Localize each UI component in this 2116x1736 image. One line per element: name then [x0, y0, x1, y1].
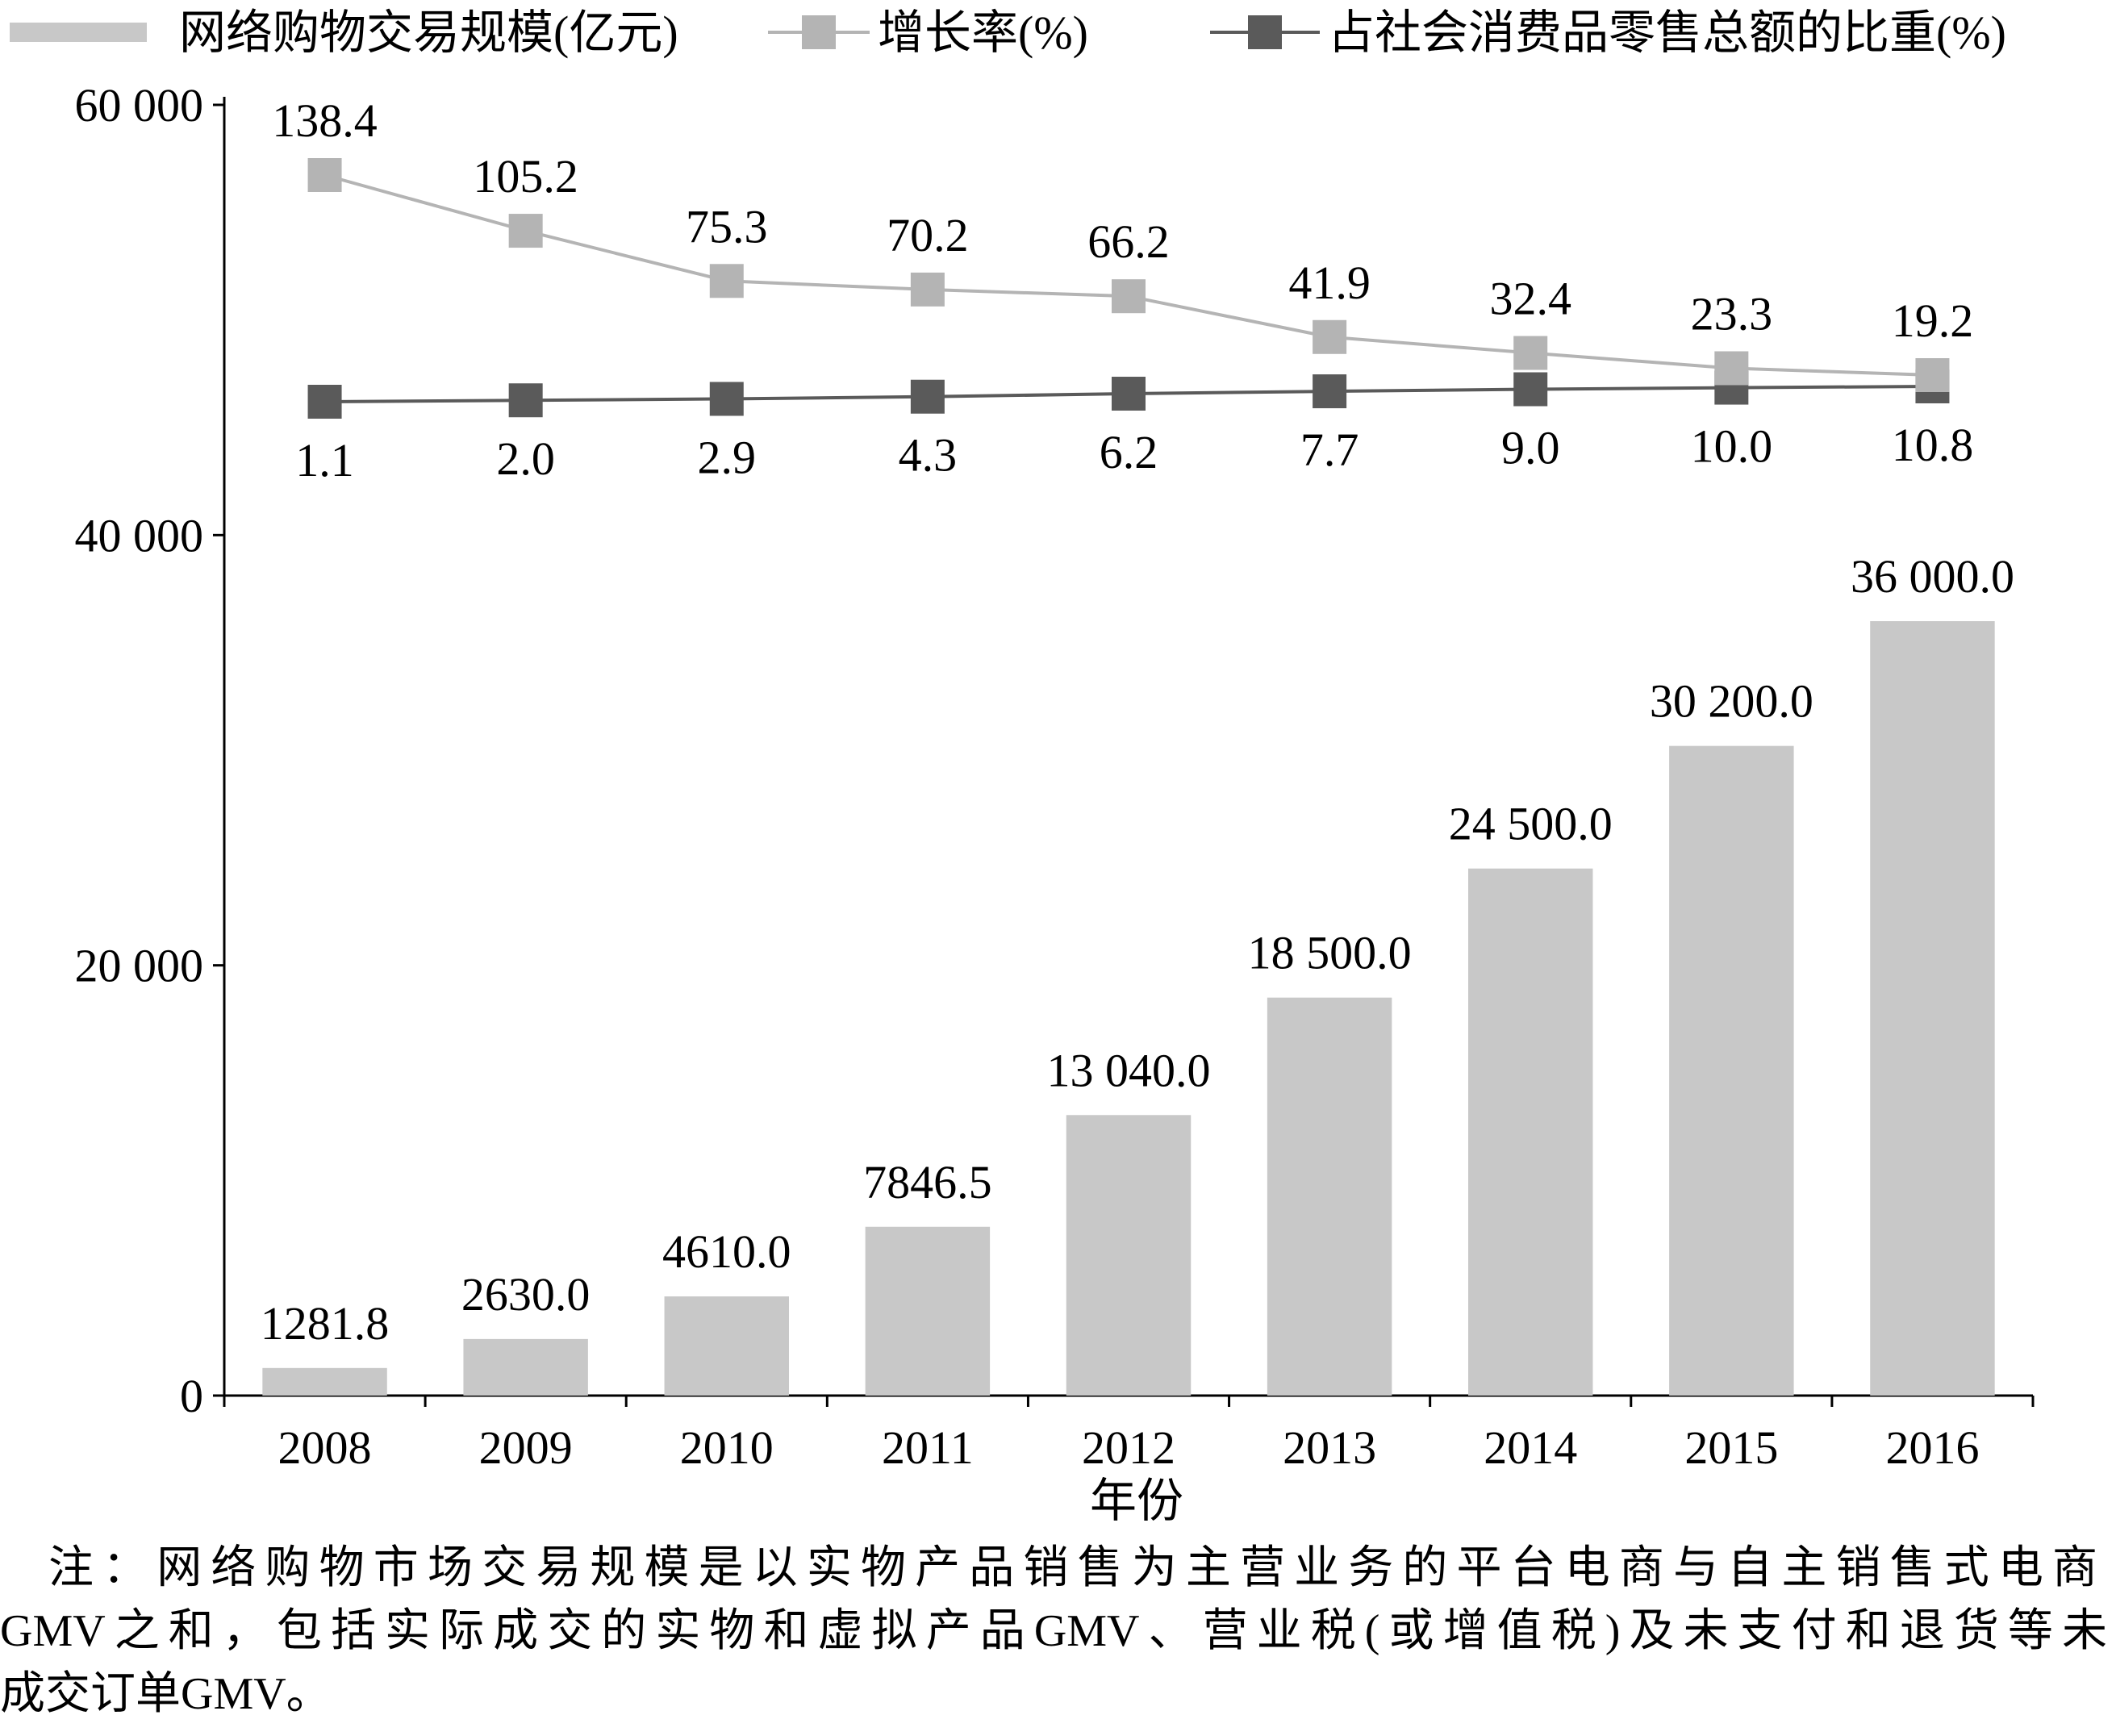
growth-value-label: 75.3: [686, 200, 768, 252]
x-tick-label: 2016: [1885, 1421, 1979, 1474]
x-tick-label: 2011: [882, 1421, 974, 1474]
share-value-label: 4.3: [899, 429, 958, 482]
bar-series: [262, 621, 1995, 1396]
y-tick-label: 40 000: [75, 509, 204, 561]
legend-share-marker: [1248, 15, 1282, 49]
share-value-label: 10.8: [1892, 419, 1974, 471]
share-value-label: 7.7: [1300, 424, 1359, 476]
bar: [1870, 621, 1995, 1396]
growth-value-label: 66.2: [1087, 215, 1170, 268]
x-tick-label: 2015: [1684, 1421, 1778, 1474]
x-tick-label: 2008: [278, 1421, 372, 1474]
share-value-label: 2.9: [698, 431, 757, 483]
growth-value-label: 70.2: [887, 209, 969, 261]
data-labels: 1281.8 2630.0 4610.0 7846.5 13 040.0 18 500.0…: [261, 94, 2014, 1350]
x-tick-label: 2013: [1283, 1421, 1376, 1474]
growth-marker: [1513, 336, 1548, 370]
growth-value-label: 19.2: [1892, 294, 1974, 347]
x-tick-label: 2014: [1484, 1421, 1577, 1474]
share-marker: [1513, 372, 1548, 407]
growth-marker: [709, 264, 744, 298]
growth-marker: [1313, 319, 1347, 354]
bar: [463, 1338, 588, 1396]
bar: [262, 1367, 387, 1396]
bar-value-label: 7846.5: [863, 1156, 992, 1208]
bar-value-label: 4610.0: [662, 1225, 791, 1278]
share-value-label: 9.0: [1501, 422, 1560, 474]
bar: [1467, 868, 1593, 1396]
x-tick-label: 2012: [1082, 1421, 1175, 1474]
share-marker: [1112, 377, 1146, 411]
bar-value-label: 13 040.0: [1047, 1044, 1211, 1096]
y-tick-label: 60 000: [75, 79, 204, 131]
legend-growth-marker: [802, 15, 836, 49]
share-value-label: 10.0: [1691, 420, 1773, 473]
bar-value-label: 24 500.0: [1449, 798, 1613, 850]
legend: 网络购物交易规模(亿元) 增长率(%) 占社会消费品零售总额的比重(%): [10, 6, 2006, 59]
note-line: 注：网络购物市场交易规模是以实物产品销售为主营业务的平台电商与自主销售式电商: [48, 1543, 2097, 1593]
x-axis-title: 年份: [1090, 1475, 1183, 1527]
y-tick-label: 20 000: [75, 940, 204, 992]
x-tick-label: 2009: [479, 1421, 573, 1474]
y-tick-label: 0: [180, 1370, 203, 1422]
growth-marker: [910, 272, 945, 307]
line-series: [307, 158, 1950, 419]
bar-value-label: 2630.0: [461, 1268, 591, 1321]
bar: [865, 1226, 991, 1396]
x-tick-label: 2010: [680, 1421, 774, 1474]
bar: [1066, 1115, 1192, 1396]
legend-share-label: 占社会消费品零售总额的比重(%): [1328, 6, 2006, 59]
share-value-label: 6.2: [1100, 426, 1158, 478]
share-marker: [709, 382, 744, 416]
bar: [664, 1296, 790, 1396]
share-marker: [910, 379, 945, 414]
bar-value-label: 18 500.0: [1248, 927, 1412, 979]
share-marker: [307, 385, 342, 419]
growth-marker: [508, 214, 543, 248]
share-marker: [1313, 374, 1347, 409]
bar-value-label: 36 000.0: [1851, 550, 2014, 603]
growth-value-label: 105.2: [473, 150, 578, 202]
bar: [1669, 745, 1794, 1396]
share-value-label: 1.1: [295, 434, 354, 486]
growth-value-label: 32.4: [1489, 273, 1571, 325]
note-line: 成交订单GMV。: [0, 1669, 332, 1719]
note-line: GMV之和，包括实际成交的实物和虚拟产品GMV、营业税(或增值税)及未支付和退货…: [0, 1606, 2107, 1656]
share-marker: [508, 383, 543, 418]
legend-bar-label: 网络购物交易规模(亿元): [179, 6, 678, 59]
chart: 网络购物交易规模(亿元) 增长率(%) 占社会消费品零售总额的比重(%) 0 20 0…: [10, 6, 2035, 1527]
bar-value-label: 30 200.0: [1650, 675, 1813, 728]
growth-marker: [1915, 358, 1950, 392]
axes: 0 20 000 40 000 60 000 2008 2009 2010 2011 2012 2…: [75, 79, 2035, 1527]
chart-note: 注：网络购物市场交易规模是以实物产品销售为主营业务的平台电商与自主销售式电商 G…: [0, 1539, 2116, 1736]
growth-value-label: 23.3: [1691, 287, 1773, 340]
growth-marker: [307, 158, 342, 192]
bar: [1267, 997, 1392, 1396]
legend-bar-swatch: [10, 23, 147, 42]
share-value-label: 2.0: [496, 432, 555, 485]
growth-value-label: 138.4: [272, 94, 378, 147]
legend-growth-label: 增长率(%): [878, 6, 1088, 59]
growth-marker: [1714, 351, 1749, 386]
growth-line: [324, 173, 1933, 377]
growth-value-label: 41.9: [1288, 257, 1371, 309]
growth-marker: [1112, 279, 1146, 314]
bar-value-label: 1281.8: [261, 1297, 390, 1350]
